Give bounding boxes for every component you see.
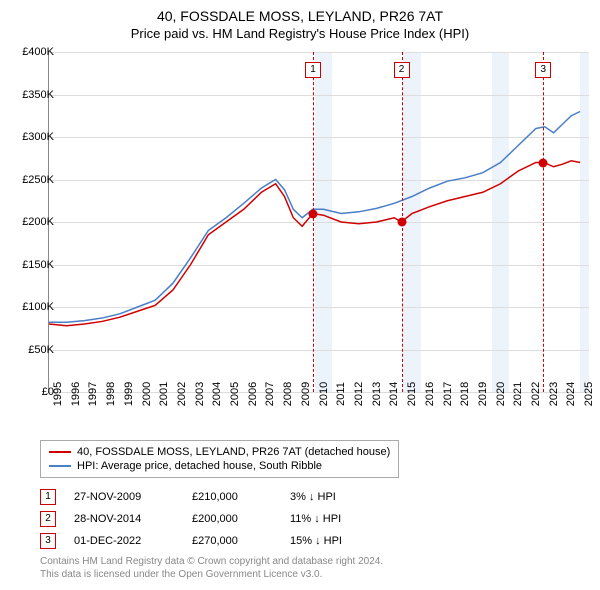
ytick-label: £350K — [22, 89, 54, 101]
xtick-label: 2006 — [247, 382, 259, 406]
series-property — [49, 161, 580, 326]
tx-marker: 2 — [40, 511, 56, 527]
legend: 40, FOSSDALE MOSS, LEYLAND, PR26 7AT (de… — [40, 440, 399, 478]
xtick-label: 2012 — [353, 382, 365, 406]
xtick-label: 2019 — [477, 382, 489, 406]
xtick-label: 2010 — [318, 382, 330, 406]
xtick-label: 2017 — [442, 382, 454, 406]
xtick-label: 2009 — [300, 382, 312, 406]
tx-price: £270,000 — [192, 535, 272, 547]
tx-date: 27-NOV-2009 — [74, 491, 174, 503]
legend-swatch — [49, 451, 71, 453]
xtick-label: 2008 — [282, 382, 294, 406]
xtick-label: 1998 — [105, 382, 117, 406]
marker-box: 2 — [394, 62, 410, 78]
footer: Contains HM Land Registry data © Crown c… — [40, 555, 383, 581]
xtick-label: 2007 — [264, 382, 276, 406]
xtick-label: 2023 — [548, 382, 560, 406]
table-row: 1 27-NOV-2009 £210,000 3% ↓ HPI — [40, 486, 390, 508]
legend-item: HPI: Average price, detached house, Sout… — [49, 459, 390, 473]
xtick-label: 1996 — [70, 382, 82, 406]
xtick-label: 2016 — [424, 382, 436, 406]
xtick-label: 2004 — [211, 382, 223, 406]
page-title: 40, FOSSDALE MOSS, LEYLAND, PR26 7AT — [0, 0, 600, 24]
ytick-label: £50K — [28, 344, 54, 356]
marker-point — [397, 218, 406, 227]
tx-pct: 11% ↓ HPI — [290, 513, 390, 525]
xtick-label: 2021 — [512, 382, 524, 406]
marker-line — [313, 52, 314, 392]
legend-item: 40, FOSSDALE MOSS, LEYLAND, PR26 7AT (de… — [49, 445, 390, 459]
tx-price: £200,000 — [192, 513, 272, 525]
xtick-label: 2018 — [459, 382, 471, 406]
xtick-label: 2003 — [194, 382, 206, 406]
tx-marker: 3 — [40, 533, 56, 549]
xtick-label: 2024 — [565, 382, 577, 406]
xtick-label: 2015 — [406, 382, 418, 406]
tx-pct: 3% ↓ HPI — [290, 491, 390, 503]
xtick-label: 2025 — [583, 382, 595, 406]
marker-point — [308, 209, 317, 218]
ytick-label: £150K — [22, 259, 54, 271]
tx-marker: 1 — [40, 489, 56, 505]
table-row: 3 01-DEC-2022 £270,000 15% ↓ HPI — [40, 530, 390, 552]
xtick-label: 1995 — [52, 382, 64, 406]
tx-date: 28-NOV-2014 — [74, 513, 174, 525]
tx-date: 01-DEC-2022 — [74, 535, 174, 547]
chart-lines — [49, 52, 589, 392]
ytick-label: £100K — [22, 301, 54, 313]
ytick-label: £200K — [22, 216, 54, 228]
table-row: 2 28-NOV-2014 £200,000 11% ↓ HPI — [40, 508, 390, 530]
page-subtitle: Price paid vs. HM Land Registry's House … — [0, 24, 600, 41]
xtick-label: 1999 — [123, 382, 135, 406]
tx-pct: 15% ↓ HPI — [290, 535, 390, 547]
xtick-label: 2005 — [229, 382, 241, 406]
xtick-label: 2013 — [371, 382, 383, 406]
ytick-label: £400K — [22, 46, 54, 58]
legend-swatch — [49, 465, 71, 467]
marker-box: 1 — [305, 62, 321, 78]
footer-line: This data is licensed under the Open Gov… — [40, 568, 383, 581]
price-chart: 1 2 3 — [48, 52, 589, 393]
ytick-label: £300K — [22, 131, 54, 143]
xtick-label: 1997 — [87, 382, 99, 406]
tx-price: £210,000 — [192, 491, 272, 503]
marker-box: 3 — [535, 62, 551, 78]
legend-label: HPI: Average price, detached house, Sout… — [77, 460, 322, 472]
xtick-label: 2014 — [388, 382, 400, 406]
xtick-label: 2020 — [495, 382, 507, 406]
legend-label: 40, FOSSDALE MOSS, LEYLAND, PR26 7AT (de… — [77, 446, 390, 458]
marker-line — [543, 52, 544, 392]
ytick-label: £250K — [22, 174, 54, 186]
marker-point — [539, 158, 548, 167]
footer-line: Contains HM Land Registry data © Crown c… — [40, 555, 383, 568]
transactions-table: 1 27-NOV-2009 £210,000 3% ↓ HPI 2 28-NOV-2014… — [40, 486, 390, 552]
xtick-label: 2011 — [335, 382, 347, 406]
xtick-label: 2022 — [530, 382, 542, 406]
xtick-label: 2001 — [158, 382, 170, 406]
xtick-label: 2000 — [141, 382, 153, 406]
xtick-label: 2002 — [176, 382, 188, 406]
